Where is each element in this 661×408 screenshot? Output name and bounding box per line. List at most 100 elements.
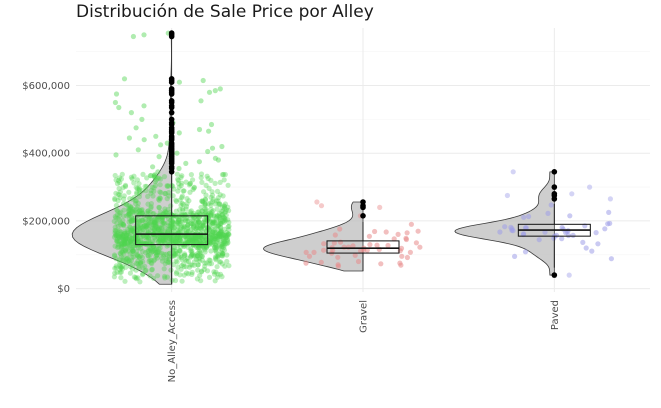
jitter-point: [191, 253, 197, 259]
jitter-point: [147, 220, 153, 226]
jitter-point: [607, 196, 614, 202]
jitter-point: [152, 172, 158, 178]
jitter-point: [212, 229, 218, 235]
jitter-point: [183, 206, 189, 212]
jitter-point: [170, 219, 176, 225]
jitter-point: [117, 213, 123, 219]
jitter-point: [125, 229, 131, 235]
jitter-point: [148, 190, 154, 196]
jitter-point: [114, 181, 121, 187]
jitter-point: [198, 278, 204, 284]
jitter-point: [163, 226, 169, 232]
jitter-point: [215, 233, 221, 239]
jitter-point: [134, 248, 140, 254]
jitter-point: [224, 236, 231, 242]
jitter-point: [178, 253, 184, 259]
jitter-point: [209, 241, 216, 247]
jitter-point: [147, 273, 153, 279]
jitter-point: [116, 186, 122, 192]
jitter-point: [176, 219, 182, 225]
jitter-point: [497, 229, 503, 235]
jitter-point: [213, 233, 219, 239]
jitter-point: [212, 219, 218, 225]
jitter-point: [179, 180, 185, 186]
jitter-point: [118, 220, 124, 226]
jitter-point: [148, 188, 154, 194]
jitter-point: [206, 238, 213, 244]
jitter-point: [196, 219, 202, 225]
jitter-point: [140, 227, 146, 233]
jitter-point: [148, 247, 154, 253]
jitter-point: [222, 171, 228, 178]
jitter-point: [121, 242, 127, 248]
jitter-point: [154, 255, 160, 261]
jitter-point: [214, 206, 220, 212]
x-tick-label: Gravel: [359, 300, 370, 333]
jitter-point: [168, 217, 174, 223]
jitter-point: [196, 235, 202, 241]
jitter-point: [142, 268, 148, 274]
jitter-point: [141, 137, 147, 143]
jitter-point: [157, 236, 163, 243]
jitter-point: [179, 217, 186, 223]
jitter-point: [125, 231, 131, 237]
jitter-point: [222, 218, 228, 224]
jitter-point: [145, 210, 151, 216]
jitter-point: [195, 217, 201, 223]
violin-No_Alley_Access: [71, 32, 173, 285]
jitter-point: [188, 252, 195, 258]
jitter-point: [178, 244, 184, 250]
jitter-point: [122, 237, 128, 243]
jitter-point: [162, 261, 168, 267]
jitter-point: [119, 243, 125, 249]
jitter-point: [136, 194, 142, 200]
jitter-point: [151, 185, 157, 191]
jitter-point: [161, 220, 167, 226]
jitter-point: [130, 248, 136, 254]
jitter-point: [181, 225, 187, 231]
jitter-point: [113, 232, 120, 239]
jitter-point: [221, 244, 227, 251]
jitter-point: [141, 32, 147, 38]
jitter-point: [180, 261, 186, 267]
jitter-point: [113, 263, 119, 269]
jitter-point: [225, 204, 231, 210]
jitter-point: [127, 238, 134, 244]
jitter-point: [190, 221, 196, 227]
jitter-point: [115, 238, 121, 244]
jitter-point: [137, 261, 143, 267]
jitter-point: [220, 253, 226, 259]
jitter-point: [115, 228, 121, 235]
jitter-point: [156, 225, 162, 231]
jitter-point: [135, 209, 141, 215]
jitter-point: [208, 232, 214, 238]
jitter-point: [117, 189, 123, 195]
jitter-point: [152, 182, 159, 189]
jitter-point: [509, 226, 515, 232]
jitter-point: [118, 265, 124, 271]
jitter-point: [129, 227, 136, 233]
jitter-point: [151, 219, 157, 225]
jitter-point: [607, 220, 613, 226]
jitter-point: [188, 246, 194, 252]
jitter-point: [161, 174, 168, 180]
jitter-point: [224, 252, 230, 258]
jitter-point: [202, 260, 208, 266]
jitter-point: [202, 249, 208, 255]
jitter-point: [185, 218, 191, 224]
jitter-point: [395, 231, 401, 237]
jitter-point: [191, 184, 197, 190]
jitter-point: [176, 247, 182, 253]
jitter-point: [135, 224, 141, 230]
jitter-point: [139, 188, 145, 194]
jitter-point: [119, 235, 125, 241]
jitter-point: [218, 229, 224, 235]
jitter-point: [337, 226, 343, 232]
jitter-point: [141, 223, 147, 229]
jitter-point: [189, 240, 195, 246]
jitter-point: [167, 227, 173, 233]
jitter-point: [215, 213, 221, 219]
outlier-point: [551, 184, 558, 190]
jitter-point: [177, 248, 183, 254]
jitter-point: [187, 181, 193, 187]
